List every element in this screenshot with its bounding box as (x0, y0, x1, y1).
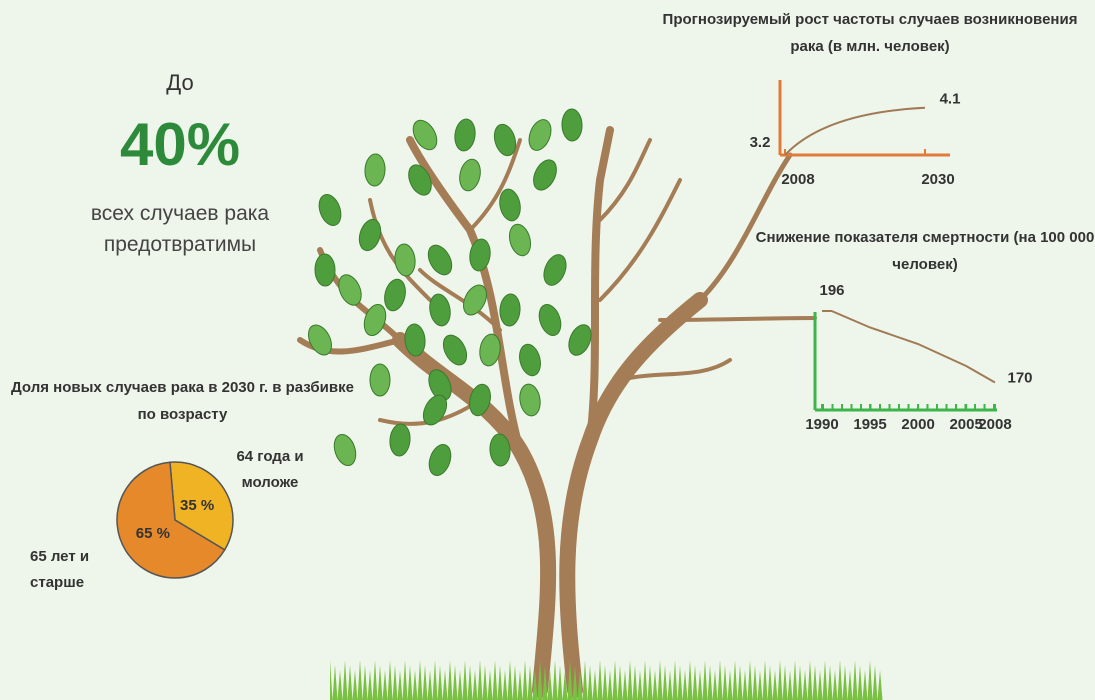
leaf (442, 334, 468, 366)
pie-slice (116, 461, 226, 579)
leaf (499, 188, 521, 222)
branch (586, 126, 614, 444)
leaf (543, 254, 567, 286)
line (822, 310, 996, 384)
leaf (427, 244, 453, 276)
leaf (363, 303, 387, 337)
leaf (318, 194, 342, 226)
leaf (469, 238, 491, 272)
pie-slice (169, 461, 234, 551)
trunk (559, 292, 708, 698)
leaf (454, 118, 476, 152)
leaf (533, 159, 557, 191)
x-tick-label: 2008 (978, 416, 1011, 433)
leaf (404, 323, 426, 357)
leaf (463, 284, 487, 316)
pie-category: 64 года и моложе (236, 448, 304, 491)
leaf (314, 253, 336, 287)
leaf (428, 444, 452, 476)
leaf (538, 304, 562, 336)
leaf (422, 394, 448, 426)
x-tick-label: 2000 (901, 416, 934, 433)
leaf (519, 383, 541, 417)
leaf (568, 324, 592, 356)
x-tick-label: 2030 (921, 171, 954, 188)
leaf (528, 119, 552, 151)
pie-label: 35 % (180, 497, 214, 514)
leaf (519, 343, 541, 377)
pie-category: 65 лет и старше (30, 548, 90, 591)
leaf (561, 108, 583, 142)
leaf (358, 218, 382, 252)
chart-title: Доля новых случаев рака в 2030 г. в разб… (11, 379, 354, 423)
leaf (364, 153, 386, 187)
x-tick-label: 2005 (949, 416, 982, 433)
leaf (412, 119, 438, 151)
leaf (369, 363, 391, 397)
x-tick-label: 1990 (805, 416, 838, 433)
leaf (469, 383, 491, 417)
line (784, 106, 926, 156)
leaf (389, 423, 411, 457)
pie-label: 65 % (136, 525, 170, 542)
data-label: 196 (819, 282, 844, 299)
leaf (479, 333, 501, 367)
leaf (499, 293, 521, 327)
leaf (408, 164, 432, 196)
leaf (394, 243, 416, 277)
leaf (308, 324, 332, 356)
leaves (308, 108, 592, 476)
leaf (333, 433, 357, 467)
branch (697, 152, 793, 303)
data-label: 3.2 (750, 134, 771, 151)
chart-title: Прогнозируемый рост частоты случаев возн… (662, 11, 1078, 55)
leaf (489, 433, 511, 467)
leaf (508, 223, 532, 257)
tree (297, 126, 817, 698)
chart-title: Снижение показателя смертности (на 100 0… (755, 229, 1095, 273)
leaf (459, 158, 481, 192)
leaf (429, 293, 451, 327)
intro-text: всех случаев рака предотвратимы (90, 202, 270, 256)
x-tick-label: 2008 (781, 171, 814, 188)
x-tick-label: 1995 (853, 416, 886, 433)
leaf (493, 123, 517, 157)
grass (330, 660, 883, 700)
intro-stat: 40% (119, 111, 241, 178)
data-label: 170 (1007, 369, 1032, 386)
leaf (338, 274, 362, 306)
leaf (384, 278, 406, 312)
data-label: 4.1 (940, 91, 961, 108)
intro-prefix: До (166, 70, 194, 95)
branch (658, 316, 817, 322)
